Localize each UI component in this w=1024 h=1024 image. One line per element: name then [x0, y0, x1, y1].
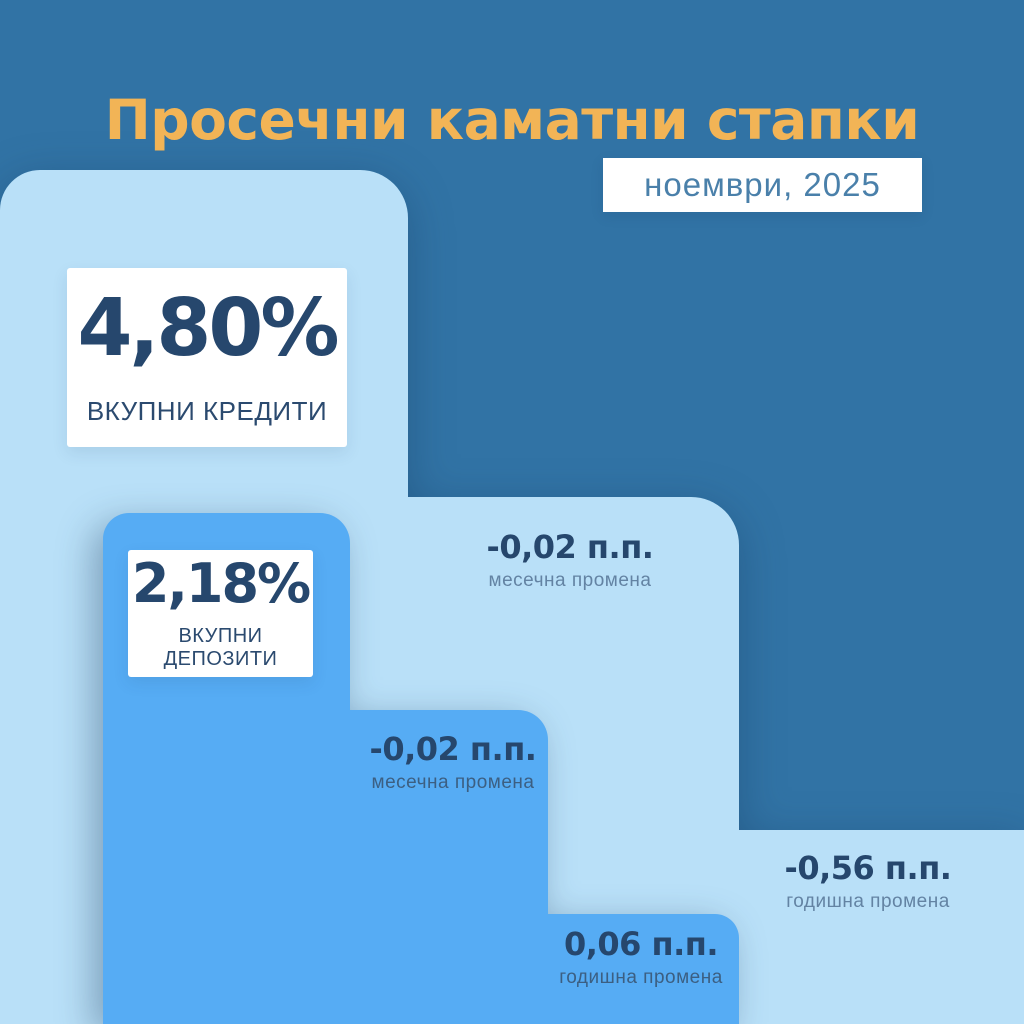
date-badge: ноември, 2025: [603, 158, 922, 212]
deposits-card: 2,18% ВКУПНИ ДЕПОЗИТИ: [128, 550, 313, 677]
date-text: ноември, 2025: [644, 166, 881, 203]
loans-annual-change: -0,56 п.п. годишна промена: [718, 852, 1018, 913]
loans-monthly-change: -0,02 п.п. месечна промена: [420, 531, 720, 592]
deposits-rate-value: 2,18%: [131, 551, 311, 615]
loans-rate-value: 4,80%: [77, 281, 339, 374]
deposits-annual-change-value: 0,06 п.п.: [563, 925, 719, 963]
deposits-monthly-change-label: месечна промена: [371, 772, 535, 793]
deposits-monthly-change-value: -0,02 п.п.: [369, 730, 537, 768]
loans-stair-step-3: [737, 830, 1024, 1024]
page-title: Просечни каматни стапки: [104, 88, 920, 152]
loans-monthly-change-value: -0,02 п.п.: [486, 528, 654, 566]
loans-annual-change-value: -0,56 п.п.: [784, 849, 952, 887]
loans-rate-label: ВКУПНИ КРЕДИТИ: [86, 395, 328, 426]
loans-card: 4,80% ВКУПНИ КРЕДИТИ: [67, 268, 347, 447]
deposits-annual-change: 0,06 п.п. годишна промена: [491, 928, 791, 989]
deposits-annual-change-label: годишна промена: [559, 967, 723, 988]
deposits-stair-step-2: [349, 710, 548, 1024]
deposits-rate-label: ВКУПНИ ДЕПОЗИТИ: [163, 624, 278, 670]
deposits-stair-step-3: [547, 914, 739, 1024]
deposits-monthly-change: -0,02 п.п. месечна промена: [303, 733, 603, 794]
loans-monthly-change-label: месечна промена: [488, 570, 652, 591]
loans-annual-change-label: годишна промена: [786, 891, 950, 912]
